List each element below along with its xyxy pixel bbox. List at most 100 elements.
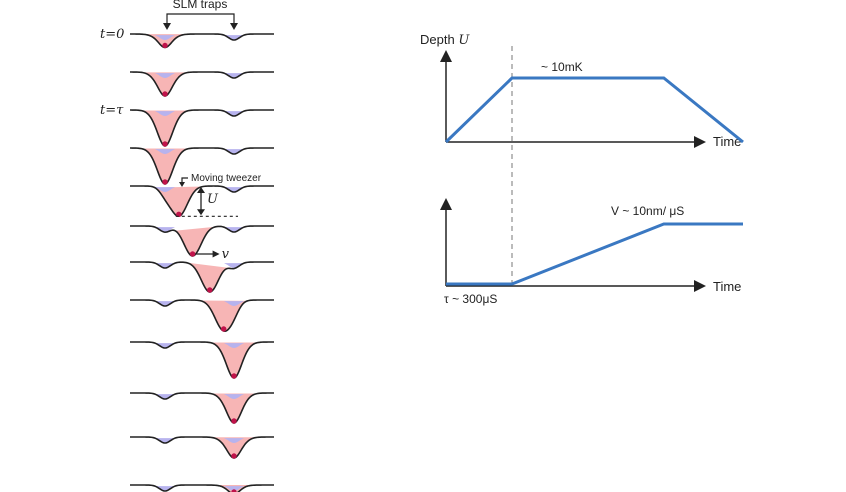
atom-dot: [231, 489, 237, 492]
depth-arrowhead-up: [197, 187, 205, 193]
slm-well-2: [224, 73, 244, 78]
tau-annotation: τ ~ 300μS: [444, 292, 497, 306]
velocity-series-line: [446, 222, 743, 286]
slm-well-2: [224, 394, 244, 399]
moving-tweezer-arrowhead: [179, 182, 185, 187]
x-axis-arrowhead: [694, 136, 706, 148]
tweezer-well: [141, 148, 189, 184]
atom-dot: [162, 179, 168, 185]
slm-well-1: [155, 73, 175, 78]
atom-dot: [189, 251, 196, 257]
potential-curve: [130, 392, 274, 424]
trap-stage-10: [130, 392, 274, 424]
y-axis-label-text: Depth: [420, 32, 458, 47]
trap-stage-4: [130, 147, 274, 185]
tweezer-well: [210, 393, 258, 423]
slm-well-2: [224, 35, 244, 40]
potential-curve: [130, 299, 274, 333]
slm-well-2: [224, 301, 244, 306]
potential-curve: [130, 341, 274, 379]
potential-curve: [130, 185, 274, 218]
atom-dot: [207, 287, 213, 293]
slm-well-1: [155, 394, 175, 399]
slm-well-2: [224, 343, 244, 348]
potential-curve: [130, 225, 274, 257]
slm-well-1: [155, 35, 175, 40]
time-label: t=0: [100, 27, 124, 42]
trap-sequence-panel: SLM traps t=0 t=τ U Moving tweezer v: [100, 0, 274, 492]
slm-well-1: [155, 187, 175, 192]
atom-dot: [176, 211, 182, 217]
depth-series-line: [444, 76, 744, 144]
x-axis-arrowhead: [694, 280, 706, 292]
slm-well-2: [224, 438, 244, 443]
slm-well-1: [155, 343, 175, 348]
atom-dot: [162, 91, 168, 97]
slm-well-1: [155, 227, 175, 232]
trap-stage-11: [130, 436, 274, 459]
atom-dot: [162, 141, 168, 147]
tweezer-well: [168, 226, 217, 256]
slm-well-2: [224, 187, 244, 192]
slm-well-2: [224, 263, 244, 268]
potential-curve: [130, 261, 274, 293]
trap-stages: t=0 t=τ U Moving tweezer v: [100, 27, 274, 492]
atom-dot: [162, 42, 168, 49]
tweezer-well: [210, 342, 258, 378]
atom-dot: [231, 373, 237, 379]
trap-stage-5: U Moving tweezer: [130, 173, 274, 218]
slm-well-2: [224, 227, 244, 232]
time-label: t=τ: [100, 103, 124, 118]
slm-well-2: [224, 149, 244, 154]
slm-well-1: [155, 149, 175, 154]
slm-well-2: [224, 486, 244, 491]
y-axis-arrowhead: [440, 198, 452, 210]
velocity-vs-time-chart: Time V ~ 10nm/ μS τ ~ 300μS: [440, 198, 743, 306]
potential-curve: [129, 71, 274, 97]
y-axis-label: Depth U: [420, 32, 470, 48]
atom-dot: [231, 418, 237, 424]
tweezer-well: [185, 262, 234, 292]
slm-bracket: [166, 13, 235, 27]
trap-stage-6: v: [130, 225, 274, 262]
moving-tweezer-label: Moving tweezer: [191, 173, 262, 184]
atom-dot: [221, 326, 227, 332]
slm-well-1: [155, 263, 175, 268]
atom-dot: [231, 453, 237, 459]
potential-curve: [130, 33, 274, 49]
x-axis-label: Time: [713, 279, 741, 294]
x-axis-label: Time: [713, 134, 741, 149]
potential-curve: [130, 484, 274, 492]
potential-curve: [130, 147, 274, 185]
tweezer-well: [154, 186, 203, 217]
slm-bracket-arrow-left: [163, 23, 171, 30]
depth-symbol: U: [207, 192, 219, 207]
velocity-symbol: v: [222, 247, 230, 262]
depth-arrowhead-down: [197, 209, 205, 216]
trap-stage-9: [130, 341, 274, 379]
slm-bracket-arrow-right: [230, 23, 238, 30]
tweezer-well: [199, 300, 248, 332]
y-axis-label-symbol: U: [458, 33, 470, 48]
slm-well-1: [155, 111, 175, 116]
slm-traps-label: SLM traps: [173, 0, 228, 11]
trap-stage-2: [129, 71, 274, 97]
y-axis-arrowhead: [440, 50, 452, 62]
slm-well-1: [155, 301, 175, 306]
velocity-annotation: V ~ 10nm/ μS: [611, 204, 684, 218]
slm-well-1: [155, 486, 175, 491]
trap-stage-7: [130, 261, 274, 293]
slm-well-1: [155, 438, 175, 443]
depth-vs-time-chart: Depth U Time ~ 10mK: [420, 32, 744, 149]
tweezer-well: [141, 34, 189, 48]
potential-curve: [130, 436, 274, 459]
potential-curve: [130, 109, 274, 147]
tweezer-well: [141, 110, 189, 146]
trap-stage-12: [130, 484, 274, 492]
depth-annotation: ~ 10mK: [541, 60, 583, 74]
trap-stage-1: t=0: [100, 27, 274, 49]
velocity-arrowhead: [212, 250, 220, 258]
slm-well-2: [224, 111, 244, 116]
trap-stage-8: [130, 299, 274, 333]
